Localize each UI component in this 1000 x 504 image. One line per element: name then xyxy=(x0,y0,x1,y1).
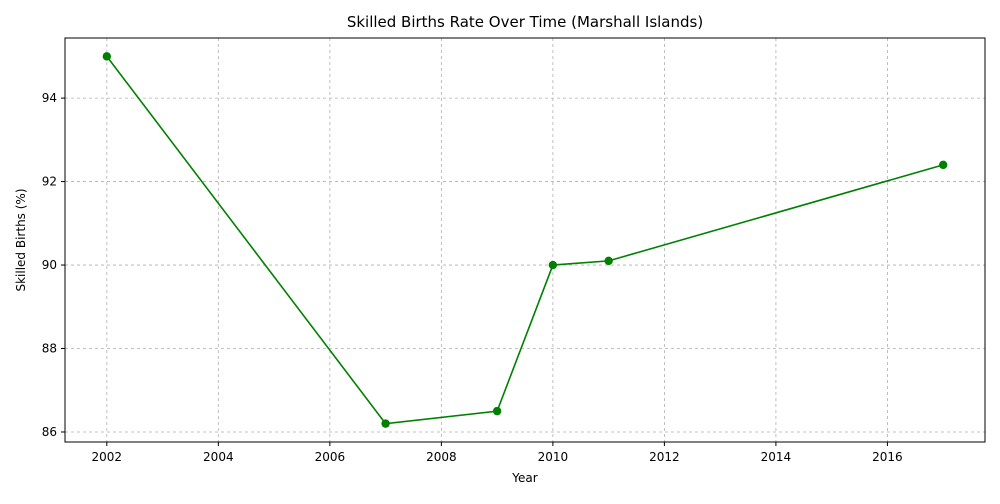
y-tick-label: 86 xyxy=(42,425,57,439)
data-point xyxy=(381,419,390,428)
grid-layer xyxy=(65,38,985,442)
series-layer xyxy=(102,52,948,428)
data-point xyxy=(492,406,502,416)
data-point xyxy=(604,256,613,266)
y-tick-label: 90 xyxy=(42,258,57,272)
y-axis-label: Skilled Births (%) xyxy=(14,188,28,291)
chart-title: Skilled Births Rate Over Time (Marshall … xyxy=(347,13,703,31)
y-tick-label: 92 xyxy=(42,175,57,189)
x-tick-label: 2004 xyxy=(203,450,234,464)
y-tick-label: 88 xyxy=(42,342,57,356)
x-tick-label: 2014 xyxy=(761,450,792,464)
x-tick-label: 2006 xyxy=(315,450,346,464)
y-tick-label: 94 xyxy=(42,91,57,105)
series-line xyxy=(106,55,944,425)
x-tick-label: 2016 xyxy=(872,450,903,464)
data-point xyxy=(548,260,558,270)
x-tick-label: 2010 xyxy=(538,450,569,464)
tick-layer: 2002 2004 2006 2008 2010 2012 2014 2016 86 88 90 92… xyxy=(42,91,903,464)
data-point xyxy=(102,52,112,61)
x-axis-label: Year xyxy=(511,471,537,485)
data-point xyxy=(938,160,948,170)
plot-frame xyxy=(64,37,986,443)
x-tick-label: 2008 xyxy=(426,450,457,464)
x-tick-label: 2012 xyxy=(649,450,680,464)
x-tick-label: 2002 xyxy=(92,450,123,464)
